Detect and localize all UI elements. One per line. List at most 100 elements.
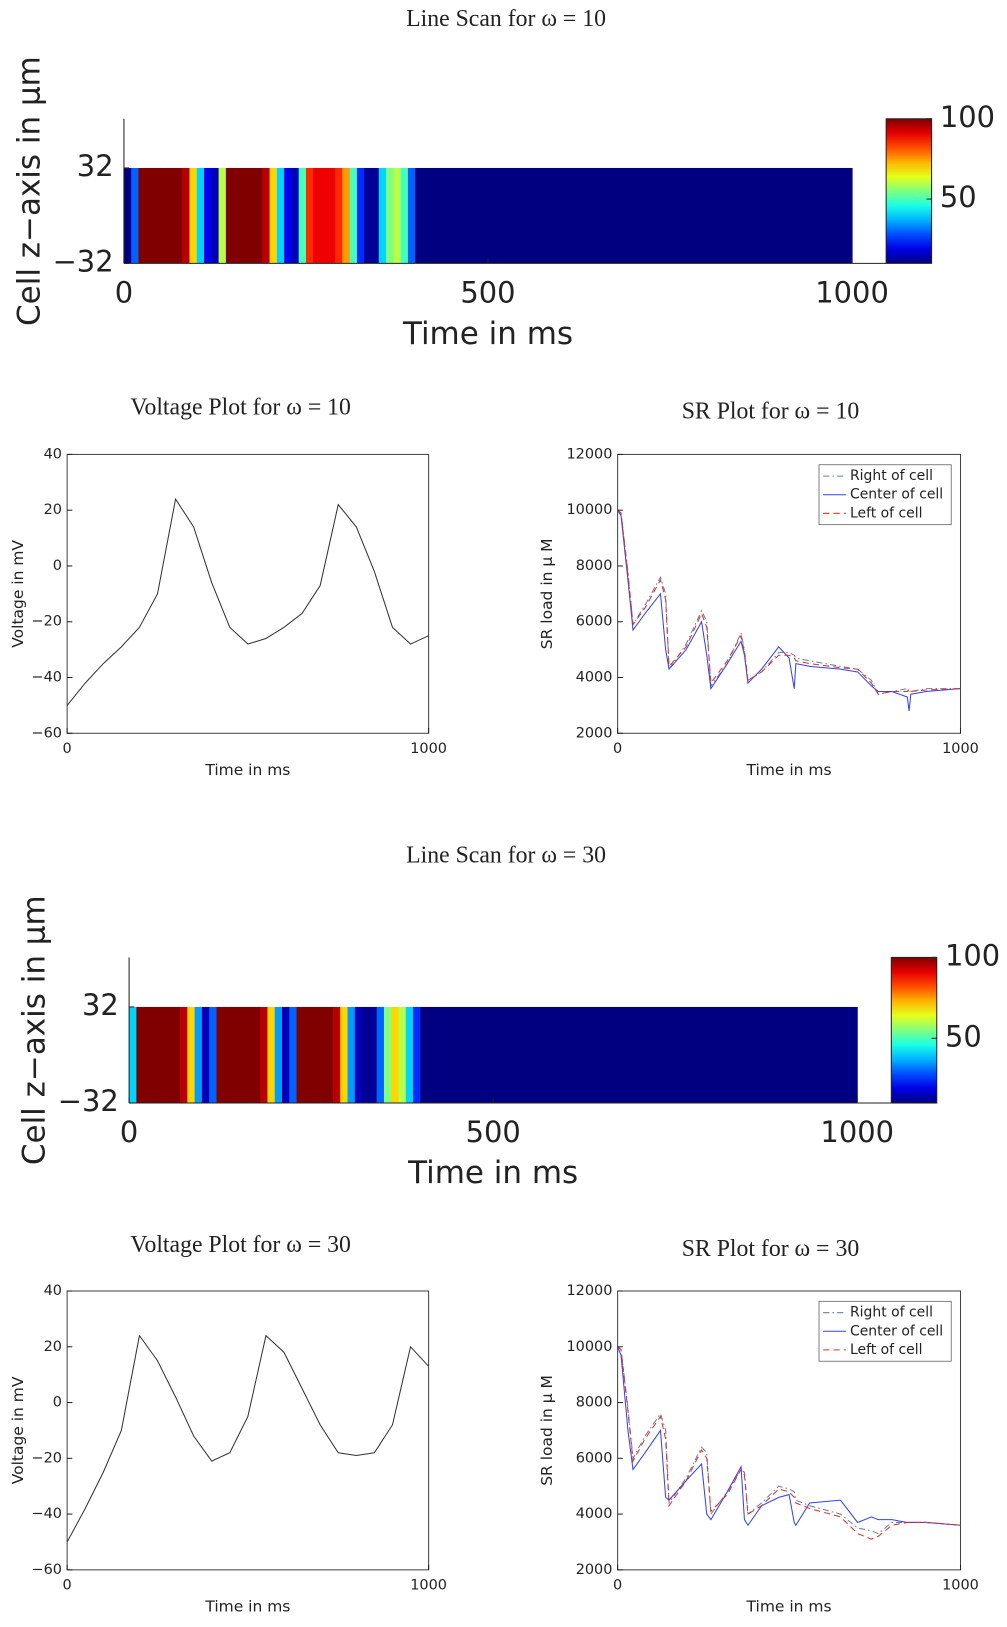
heat-cell (216, 1006, 225, 1104)
heat-cell (342, 167, 351, 264)
series-line (617, 1346, 961, 1527)
y-tick-label: 4000 (576, 670, 613, 686)
y-tick-label: 32 (77, 149, 114, 183)
heat-cell (145, 167, 154, 264)
y-tick-label: 10000 (567, 1339, 613, 1355)
y-tick-label: 12000 (567, 1283, 613, 1299)
heat-cell (196, 167, 205, 264)
y-tick-label: −20 (31, 1450, 61, 1466)
y-tick-label: 40 (44, 446, 62, 462)
x-tick-label: 0 (63, 1577, 72, 1593)
series-line (617, 509, 961, 695)
heat-cell (296, 1006, 305, 1104)
y-axis-label: SR load in μ M (538, 539, 556, 650)
heat-cell (354, 1006, 363, 1104)
x-tick-label: 1000 (815, 275, 889, 309)
heat-cell (194, 1006, 203, 1104)
x-tick-label: 0 (115, 275, 133, 309)
heat-cell (211, 167, 220, 264)
heat-cell (238, 1006, 247, 1104)
heat-cell (383, 1006, 392, 1104)
heat-cell (231, 1006, 239, 1104)
heat-cell (349, 167, 358, 264)
heat-cell (174, 167, 183, 264)
heat-cell (262, 167, 271, 264)
heat-cell (254, 167, 263, 264)
colorbar (885, 118, 933, 264)
y-tick-label: −40 (31, 1506, 61, 1522)
heat-cell (158, 1006, 167, 1104)
heat-cell (233, 167, 241, 264)
chart-title: Line Scan for ω = 30 (406, 843, 606, 869)
y-axis-label: SR load in μ M (538, 1375, 556, 1486)
heat-cell (143, 1006, 152, 1104)
x-axis-label: Time in ms (746, 1598, 832, 1616)
heat-cell (347, 1006, 356, 1104)
figure-body: Line Scan for ω = 10 Time in ms Cell z−axi… (9, 6, 1000, 1615)
heat-cell (245, 1006, 254, 1104)
plot-area (66, 1290, 430, 1571)
heat-cell (413, 1006, 421, 1104)
y-tick-label: 2000 (576, 725, 613, 741)
y-tick-label: 8000 (576, 1395, 613, 1411)
y-tick-label: 20 (44, 502, 62, 518)
heat-cell (138, 167, 147, 264)
heat-cell (340, 1006, 349, 1104)
legend-label: Right of cell (850, 1305, 933, 1321)
legend-label: Left of cell (850, 505, 922, 521)
y-tick-label: 0 (53, 558, 62, 574)
heat-cell (267, 1006, 276, 1104)
x-tick-label: 1000 (942, 741, 979, 757)
x-tick-label: 1000 (942, 1577, 979, 1593)
y-axis-label: Voltage in mV (9, 540, 27, 648)
x-axis-label: Time in ms (204, 1598, 290, 1616)
y-tick-label: −40 (31, 670, 61, 686)
x-axis-label: Time in ms (407, 1155, 578, 1191)
heat-cell (218, 167, 227, 264)
series-line (66, 1334, 429, 1543)
heat-cell (223, 1006, 232, 1104)
heat-cell (318, 1006, 327, 1104)
heat-cell (247, 167, 256, 264)
colorbar-tick-label: 100 (940, 100, 995, 134)
x-axis-label: Time in ms (402, 316, 573, 352)
heat-cell (136, 1006, 145, 1104)
colorbar (890, 956, 938, 1104)
series-line (617, 1346, 961, 1540)
heat-cell (240, 167, 249, 264)
heat-cell (187, 1006, 196, 1104)
x-tick-label: 1000 (820, 1115, 894, 1149)
y-tick-label: −60 (31, 725, 61, 741)
heat-cell (289, 1006, 298, 1104)
heat-cell (260, 1006, 268, 1104)
heat-cell (313, 167, 322, 264)
heat-cell (386, 167, 394, 264)
heat-cell (398, 1006, 407, 1104)
heat-cell (189, 167, 198, 264)
heat-cell (415, 167, 853, 264)
heat-cell (298, 167, 307, 264)
heat-cell (405, 1006, 414, 1104)
y-tick-label: −60 (31, 1562, 61, 1578)
y-tick-label: −20 (31, 614, 61, 630)
x-tick-label: 1000 (410, 741, 447, 757)
heat-cell (291, 167, 300, 264)
heat-cell (305, 167, 314, 264)
heat-cell (311, 1006, 319, 1104)
heat-cell (131, 167, 140, 264)
heat-cell (150, 1006, 159, 1104)
y-tick-label: 8000 (576, 558, 613, 574)
heat-cell (252, 1006, 261, 1104)
y-tick-label: −32 (53, 244, 114, 278)
y-tick-label: 4000 (576, 1506, 613, 1522)
heat-cell (204, 167, 212, 264)
x-axis-label: Time in ms (204, 761, 290, 779)
heat-cell (400, 167, 409, 264)
heat-cell (225, 167, 234, 264)
chart-title: Voltage Plot for ω = 30 (130, 1232, 351, 1258)
heat-cell (378, 167, 387, 264)
x-tick-label: 500 (460, 275, 515, 309)
x-tick-label: 1000 (410, 1577, 447, 1593)
heat-cell (303, 1006, 312, 1104)
